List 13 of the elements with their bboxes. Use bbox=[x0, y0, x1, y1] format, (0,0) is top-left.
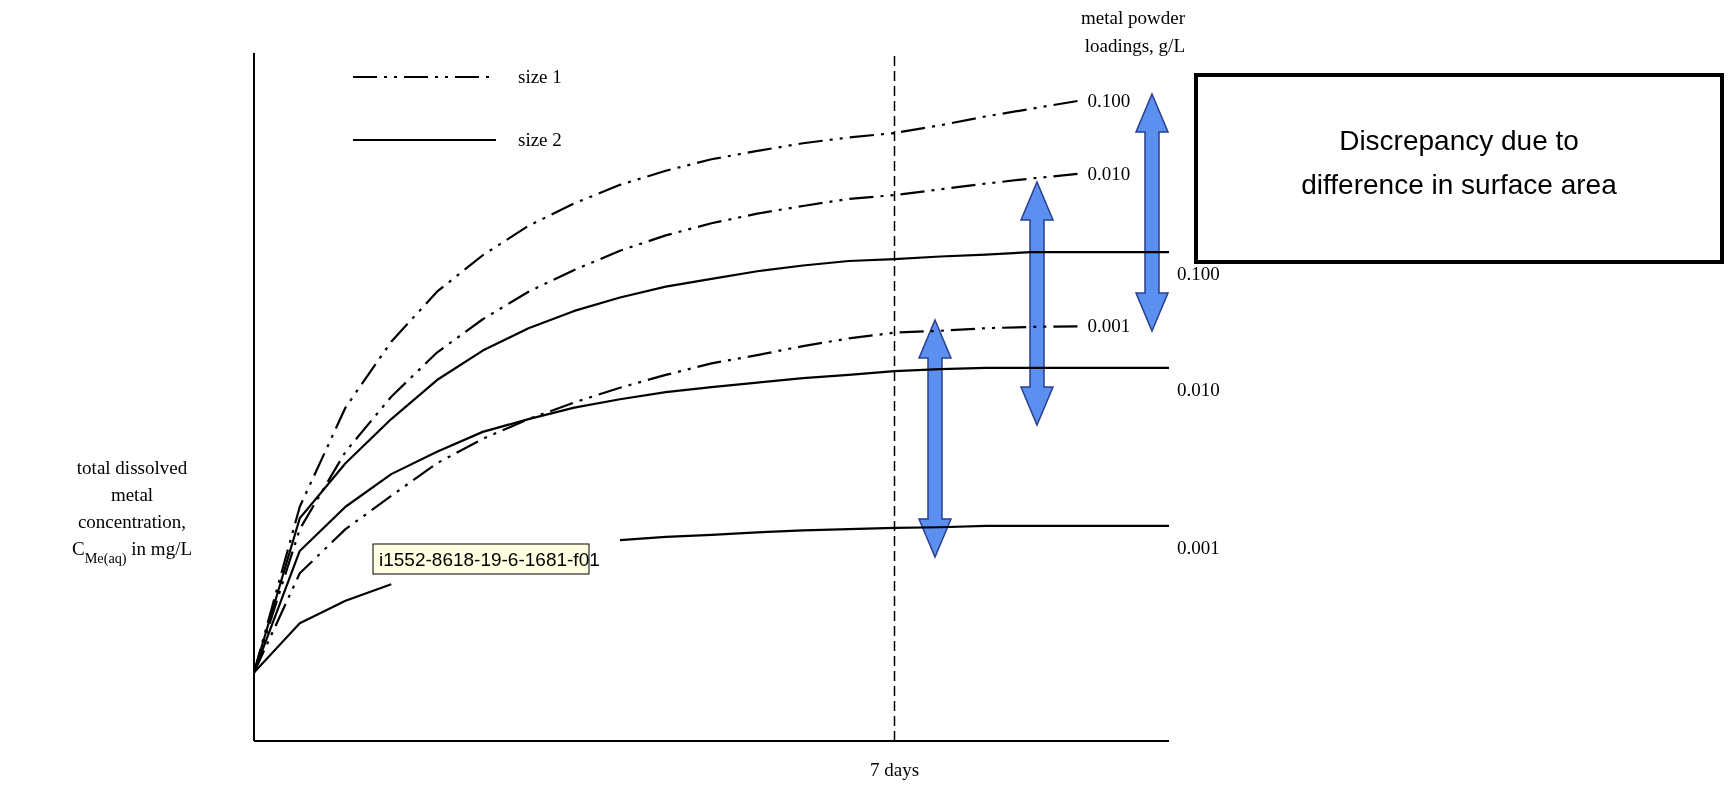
text: Discrepancy due to difference in surface area bbox=[1301, 125, 1618, 200]
text: metal powder loadings, g/L bbox=[1081, 7, 1186, 56]
y-axis-title: total dissolved metal concentration, C$_{Me(aq)}$ in mg/L bbox=[71, 457, 193, 567]
annotation: i1552-8618-19-6-1681-f01 bbox=[379, 549, 600, 570]
series-label: 0.100 bbox=[1087, 90, 1131, 111]
text: 7 days bbox=[869, 759, 920, 780]
text: size 1 bbox=[518, 66, 562, 87]
series-label: 0.010 bbox=[1177, 378, 1220, 400]
series-label: 0.001 bbox=[1177, 536, 1220, 558]
series-label: 0.010 bbox=[1087, 162, 1131, 184]
series-label: 0.100 bbox=[1177, 263, 1220, 285]
annotation: size 2 bbox=[518, 129, 562, 150]
series-label: 0.001 bbox=[1087, 315, 1131, 337]
